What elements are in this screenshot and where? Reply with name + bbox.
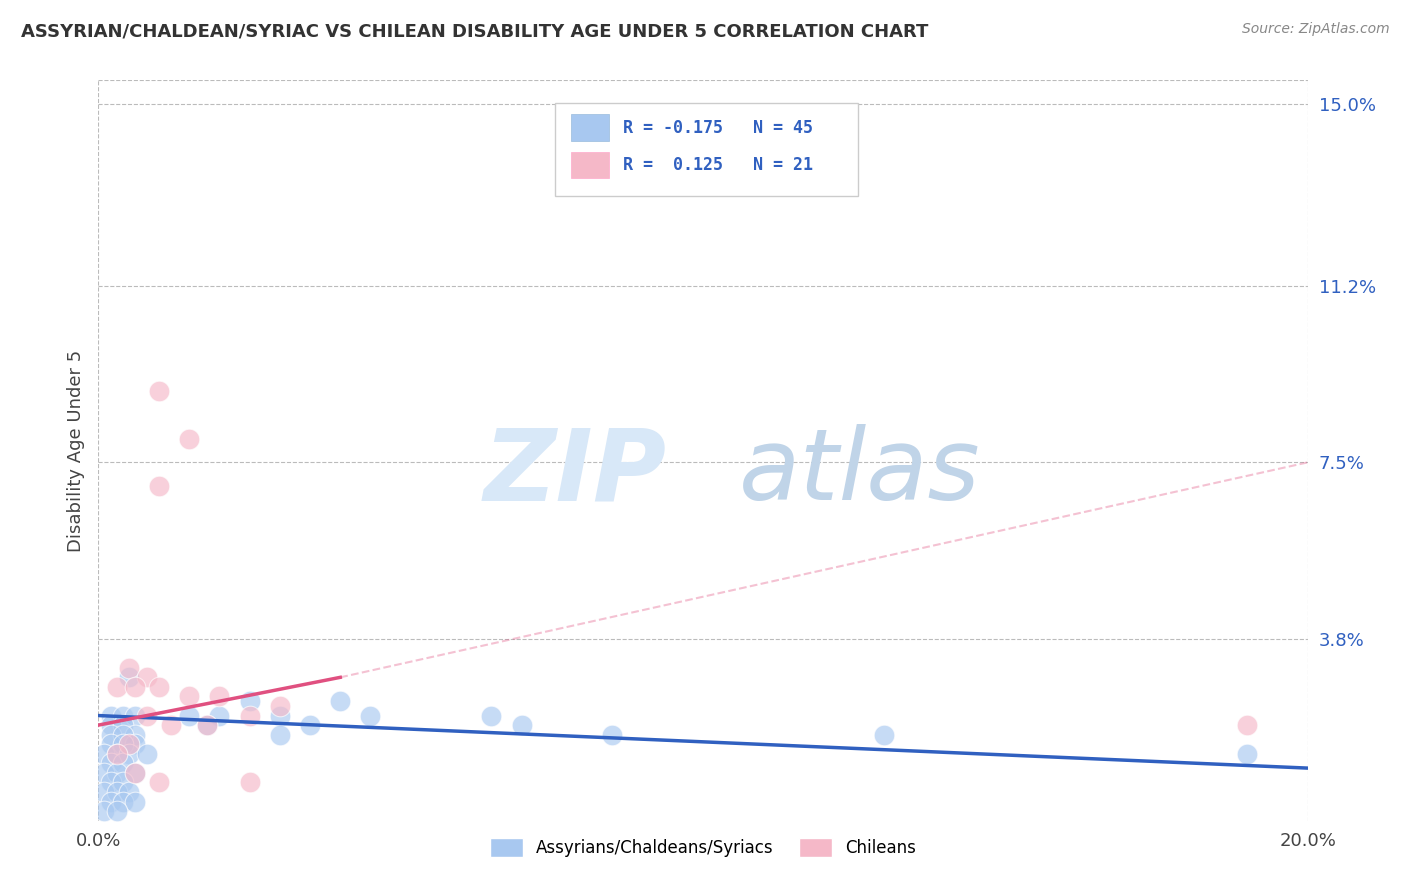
Point — [239, 694, 262, 708]
Point — [118, 737, 141, 751]
Point — [118, 747, 141, 761]
Point — [208, 690, 231, 704]
Point — [93, 785, 115, 799]
Text: ASSYRIAN/CHALDEAN/SYRIAC VS CHILEAN DISABILITY AGE UNDER 5 CORRELATION CHART: ASSYRIAN/CHALDEAN/SYRIAC VS CHILEAN DISA… — [21, 22, 928, 40]
Point — [93, 804, 115, 818]
Point — [269, 728, 291, 742]
Point — [124, 728, 146, 742]
Point — [1236, 747, 1258, 761]
Point — [100, 756, 122, 771]
Point — [510, 718, 533, 732]
Point — [105, 747, 128, 761]
Point — [118, 661, 141, 675]
Point — [105, 785, 128, 799]
Point — [148, 680, 170, 694]
Point — [105, 804, 128, 818]
Point — [105, 680, 128, 694]
Y-axis label: Disability Age Under 5: Disability Age Under 5 — [66, 350, 84, 551]
Text: Source: ZipAtlas.com: Source: ZipAtlas.com — [1241, 22, 1389, 37]
Point — [100, 718, 122, 732]
Point — [135, 708, 157, 723]
Point — [208, 708, 231, 723]
Point — [111, 728, 134, 742]
Point — [299, 718, 322, 732]
Point — [93, 747, 115, 761]
Point — [124, 765, 146, 780]
Point — [124, 708, 146, 723]
Point — [239, 775, 262, 789]
Point — [111, 775, 134, 789]
Point — [602, 728, 624, 742]
Point — [100, 737, 122, 751]
Point — [111, 795, 134, 809]
Point — [179, 432, 201, 446]
Point — [481, 708, 503, 723]
Point — [111, 718, 134, 732]
Point — [100, 795, 122, 809]
Point — [124, 765, 146, 780]
Point — [329, 694, 352, 708]
Point — [1236, 718, 1258, 732]
Point — [360, 708, 382, 723]
Point — [239, 708, 262, 723]
Point — [124, 795, 146, 809]
Point — [148, 384, 170, 398]
Point — [160, 718, 183, 732]
Point — [118, 670, 141, 684]
Point — [100, 708, 122, 723]
Text: R =  0.125   N = 21: R = 0.125 N = 21 — [623, 156, 813, 174]
Legend: Assyrians/Chaldeans/Syriacs, Chileans: Assyrians/Chaldeans/Syriacs, Chileans — [482, 831, 924, 864]
Point — [111, 708, 134, 723]
Point — [105, 747, 128, 761]
Point — [269, 708, 291, 723]
Text: ZIP: ZIP — [484, 425, 666, 521]
Point — [873, 728, 896, 742]
Point — [124, 680, 146, 694]
Point — [135, 670, 157, 684]
Point — [118, 785, 141, 799]
Point — [100, 728, 122, 742]
Text: R = -0.175   N = 45: R = -0.175 N = 45 — [623, 119, 813, 136]
Point — [135, 747, 157, 761]
Point — [111, 756, 134, 771]
Text: atlas: atlas — [740, 425, 981, 521]
Point — [269, 698, 291, 713]
Point — [124, 737, 146, 751]
Point — [179, 708, 201, 723]
Point — [195, 718, 218, 732]
Point — [195, 718, 218, 732]
Point — [179, 690, 201, 704]
Point — [100, 775, 122, 789]
Point — [105, 765, 128, 780]
Point — [93, 765, 115, 780]
Point — [148, 775, 170, 789]
Point — [111, 737, 134, 751]
Point — [148, 479, 170, 493]
